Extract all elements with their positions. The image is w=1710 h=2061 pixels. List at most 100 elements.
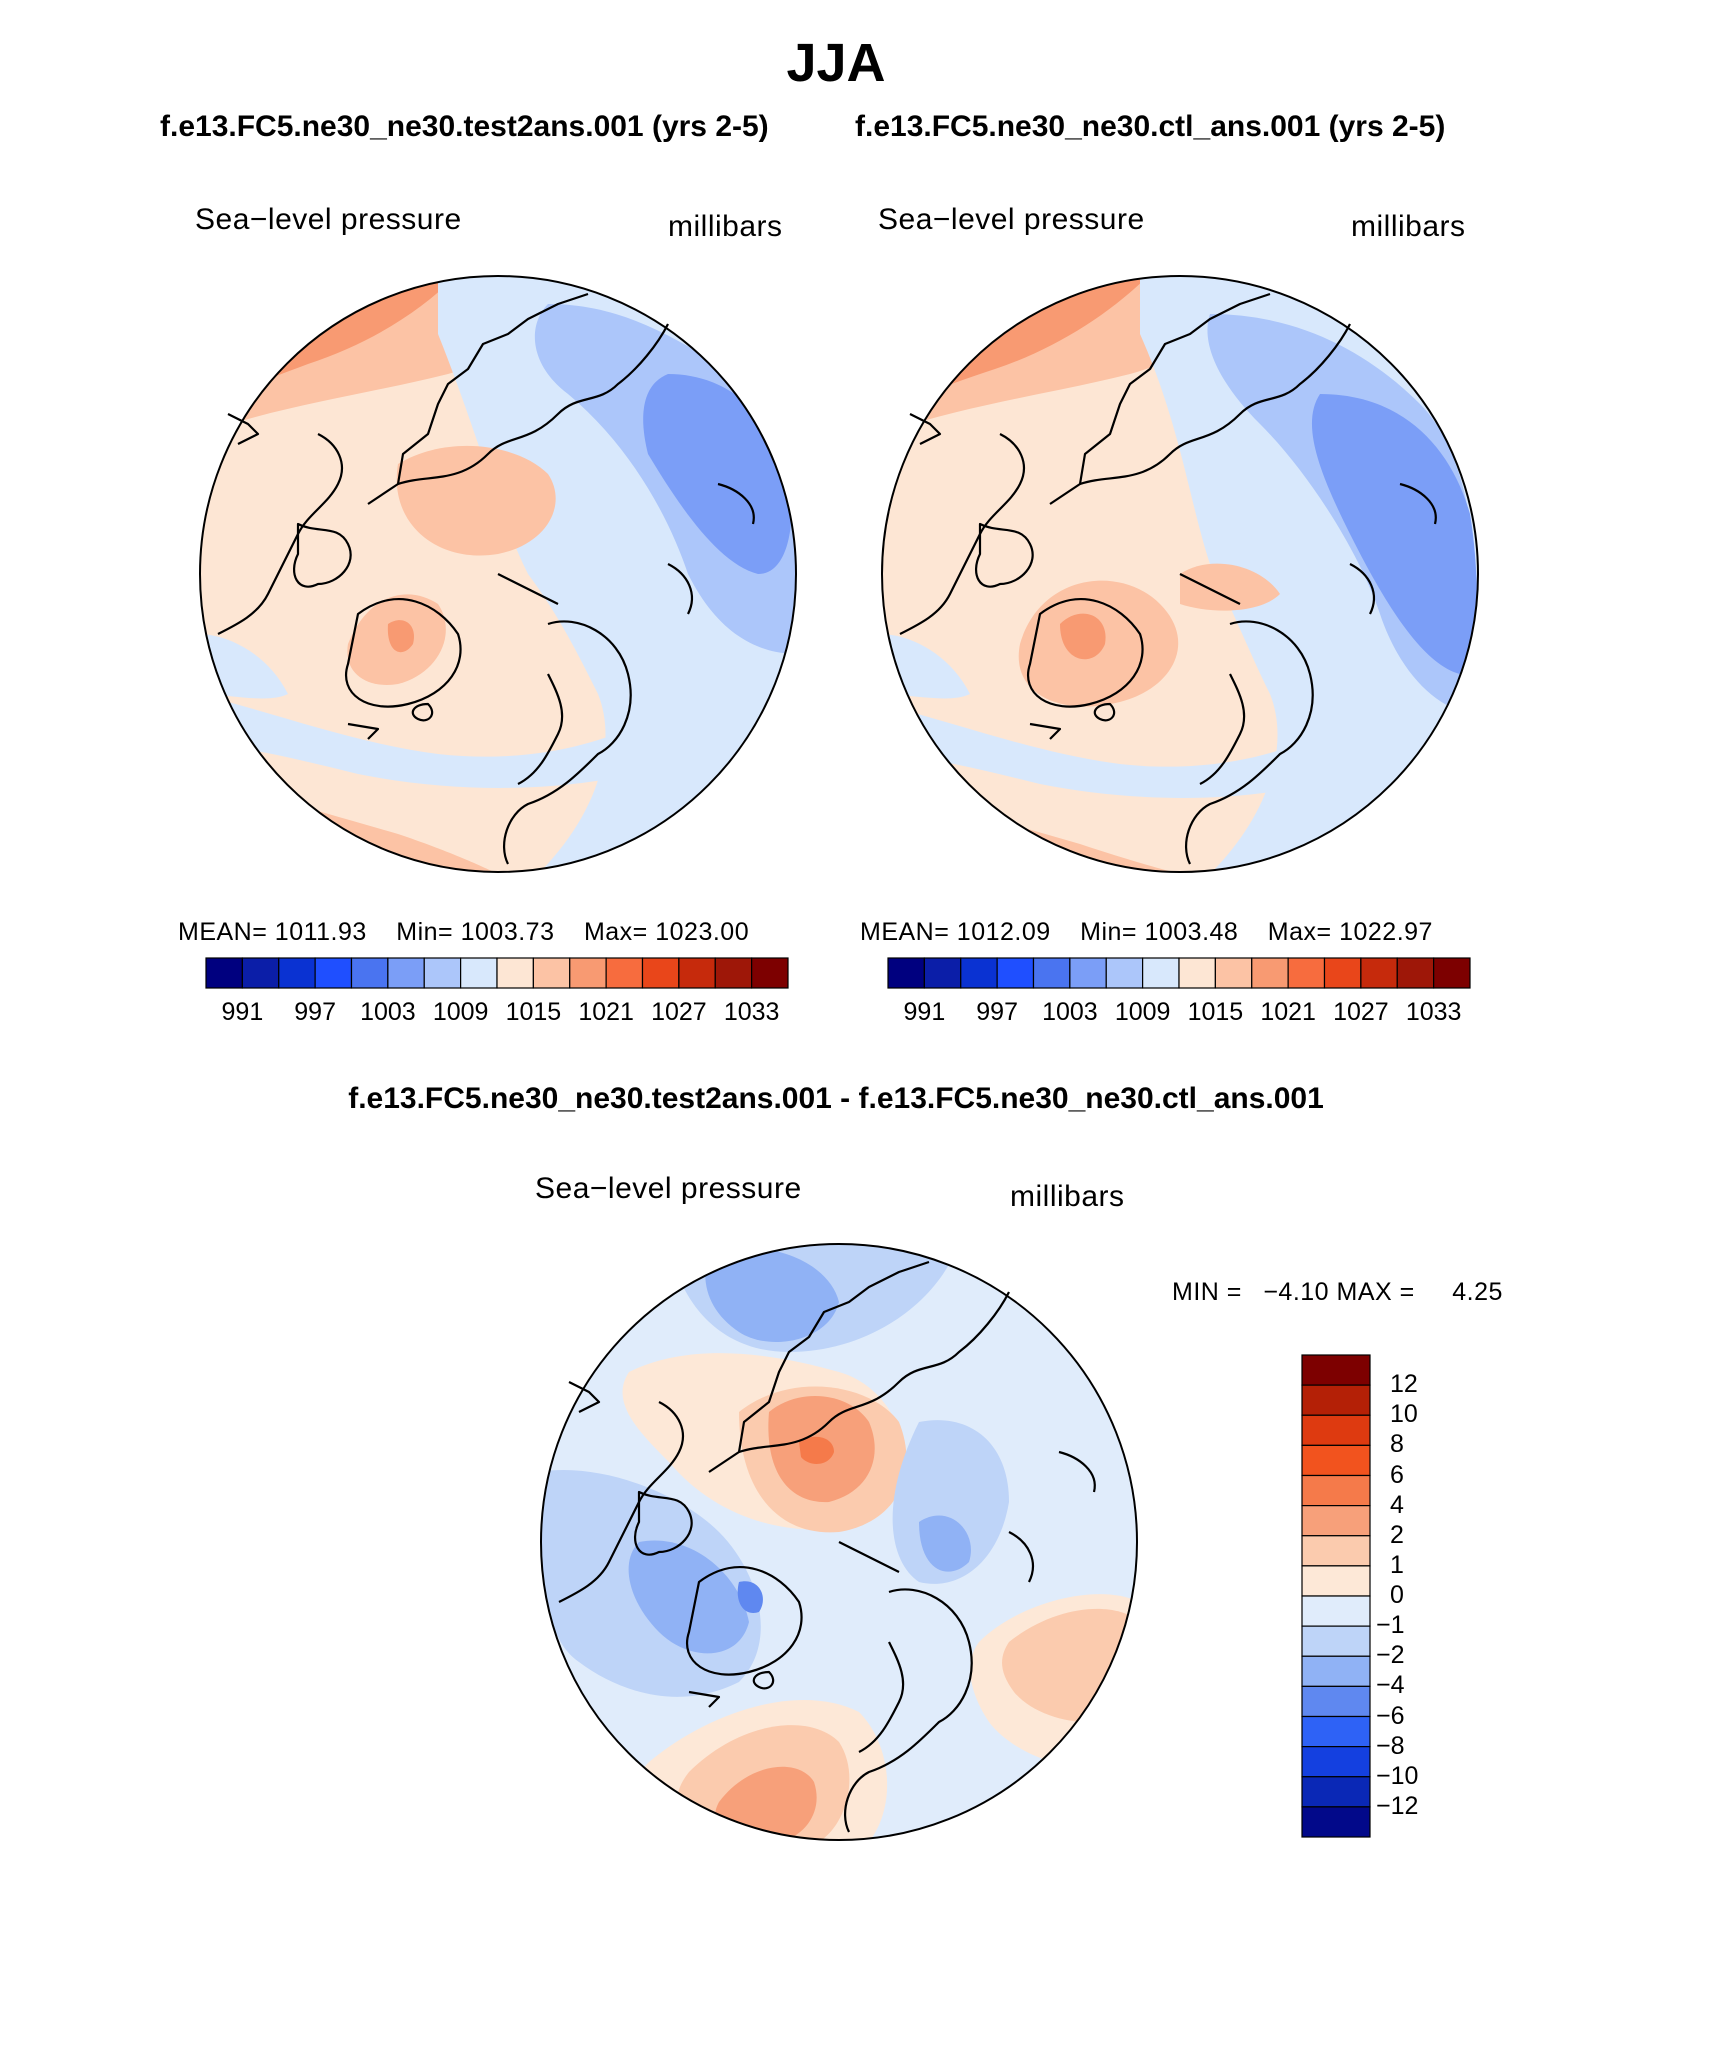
- panel2-colorbar-swatch: [1323, 957, 1362, 989]
- diff-colorbar-swatch: [1301, 1715, 1371, 1748]
- panel2-colorbar-swatch: [1360, 957, 1398, 989]
- diff-colorbar-swatch: [1301, 1595, 1371, 1627]
- panel2-max-label: Max=: [1267, 918, 1332, 946]
- panel2-colorbar-tick-label: 1003: [1042, 998, 1098, 1026]
- panel1-mean-label: MEAN=: [178, 918, 268, 946]
- panel1-colorbar-swatch: [387, 957, 425, 989]
- panel2-variable-label: Sea−level pressure: [878, 203, 1145, 236]
- panel1-header: f.e13.FC5.ne30_ne30.test2ans.001 (yrs 2-…: [160, 110, 769, 143]
- diff-colorbar-tick-label: 0: [1390, 1581, 1404, 1609]
- diff-colorbar-tick-label: 4: [1390, 1490, 1404, 1519]
- panel2-colorbar-tick-label: 1027: [1333, 998, 1389, 1026]
- diff-colorbar-swatch: [1301, 1414, 1371, 1446]
- diff-colorbar-tick-label: 2: [1390, 1520, 1404, 1549]
- panel2-min-value: 1003.48: [1144, 918, 1239, 946]
- panel1-colorbar-tick-label: 997: [294, 998, 336, 1026]
- diff-colorbar-tick-label: 8: [1390, 1430, 1404, 1459]
- contour-high-atlantic-core: [200, 834, 368, 872]
- panel1-mean-value: 1011.93: [274, 918, 367, 946]
- panel2-colorbar-swatch: [1142, 957, 1180, 989]
- diff-colorbar-tick-label: 1: [1390, 1550, 1404, 1579]
- diff-colorbar-swatch: [1301, 1746, 1371, 1778]
- panel2-mean-label: MEAN=: [860, 918, 950, 946]
- panel1-colorbar-swatch: [532, 957, 571, 989]
- diff-colorbar: [1301, 1354, 1371, 1838]
- panel1-colorbar-swatch: [241, 957, 280, 989]
- panel1-colorbar-labels: 991 997 1003 1009 1015 1021 1027 1033: [206, 998, 788, 1028]
- panel2-colorbar-swatch: [923, 957, 962, 989]
- panel1-colorbar-swatch: [678, 957, 716, 989]
- diff-colorbar-swatch: [1301, 1474, 1371, 1507]
- panel2-colorbar-swatch: [996, 957, 1035, 989]
- panel1-colorbar-tick-label: 991: [221, 998, 264, 1026]
- diff-colorbar-tick-label: −12: [1376, 1791, 1419, 1820]
- diff-colorbar-tick-label: −4: [1376, 1671, 1405, 1700]
- diff-colorbar-swatch: [1301, 1655, 1371, 1687]
- diff-variable-label: Sea−level pressure: [535, 1172, 802, 1205]
- panel2-colorbar-swatch: [1396, 957, 1435, 989]
- panel1-min-value: 1003.73: [460, 918, 555, 946]
- panel1-colorbar-tick-label: 1027: [651, 998, 707, 1026]
- panel2-colorbar-swatch: [1032, 957, 1071, 989]
- contour-low-atlantic: [200, 694, 672, 788]
- diff-colorbar-swatch: [1301, 1806, 1371, 1838]
- panel2-colorbar-swatch: [887, 957, 925, 989]
- panel2-colorbar-tick-label: 1021: [1260, 998, 1316, 1026]
- diff-colorbar-swatch: [1301, 1565, 1371, 1597]
- diff-min-label: MIN =: [1172, 1278, 1242, 1306]
- diff-colorbar-swatch: [1301, 1444, 1371, 1477]
- panel1-colorbar-swatch: [350, 957, 389, 989]
- panel2-colorbar-swatch: [1251, 957, 1289, 989]
- diff-colorbar-swatch: [1301, 1776, 1371, 1808]
- panel2-polar-map: [881, 275, 1479, 873]
- diff-colorbar-tick-label: −1: [1376, 1611, 1405, 1640]
- diff-min-value: −4.10: [1263, 1278, 1330, 1306]
- panel1-colorbar-swatch: [641, 957, 680, 989]
- diff-colorbar-swatch: [1301, 1685, 1371, 1718]
- panel1-colorbar: [205, 957, 789, 989]
- diff-colorbar-tick-label: 12: [1390, 1370, 1418, 1399]
- contour-high-arctic: [396, 445, 556, 556]
- panel1-units-label: millibars: [668, 210, 783, 243]
- panel2-min-label: Min=: [1080, 918, 1138, 946]
- panel2-colorbar-swatch: [1287, 957, 1326, 989]
- panel1-polar-map: [199, 275, 797, 873]
- panel2-units-label: millibars: [1351, 210, 1466, 243]
- diff-colorbar-swatch: [1301, 1625, 1371, 1657]
- panel1-colorbar-tick-label: 1003: [360, 998, 416, 1026]
- panel2-header: f.e13.FC5.ne30_ne30.ctl_ans.001 (yrs 2-5…: [855, 110, 1446, 143]
- diff-colorbar-tick-label: −8: [1376, 1731, 1405, 1760]
- panel2-colorbar-swatch: [960, 957, 998, 989]
- panel1-colorbar-swatch: [423, 957, 462, 989]
- panel1-colorbar-swatch: [314, 957, 353, 989]
- panel2-colorbar-swatch: [1214, 957, 1253, 989]
- panel2-colorbar-tick-label: 991: [903, 998, 946, 1026]
- panel1-colorbar-swatch: [205, 957, 243, 989]
- panel2-colorbar-tick-label: 1009: [1114, 998, 1171, 1026]
- figure-title: JJA: [786, 33, 886, 93]
- diff-units-label: millibars: [1010, 1180, 1125, 1213]
- panel2-mean-value: 1012.09: [956, 918, 1051, 946]
- panel2-max-value: 1022.97: [1339, 918, 1433, 946]
- panel2-colorbar-swatch: [1105, 957, 1144, 989]
- panel1-colorbar-swatch: [460, 957, 498, 989]
- panel2-colorbar-swatch: [1178, 957, 1216, 989]
- diff-colorbar-swatch: [1301, 1354, 1371, 1386]
- panel2-colorbar-tick-label: 1015: [1187, 998, 1244, 1026]
- diff-colorbar-swatch: [1301, 1505, 1371, 1537]
- diff-colorbar-tick-label: 6: [1390, 1460, 1404, 1489]
- panel2-colorbar-swatch: [1433, 957, 1471, 989]
- panel1-colorbar-swatch: [714, 957, 753, 989]
- panel1-colorbar-swatch: [605, 957, 644, 989]
- panel1-colorbar-swatch: [278, 957, 316, 989]
- diff-colorbar-swatch: [1301, 1535, 1371, 1567]
- diff-title: f.e13.FC5.ne30_ne30.test2ans.001 - f.e13…: [348, 1082, 1324, 1115]
- diff-colorbar-tick-label: −10: [1376, 1761, 1419, 1790]
- panel1-variable-label: Sea−level pressure: [195, 203, 462, 236]
- panel2-colorbar-labels: 991 997 1003 1009 1015 1021 1027 1033: [888, 998, 1470, 1028]
- panel2-colorbar-swatch: [1069, 957, 1107, 989]
- panel1-colorbar-tick-label: 1033: [723, 998, 780, 1026]
- panel1-max-label: Max=: [583, 918, 648, 946]
- diff-colorbar-swatch: [1301, 1384, 1371, 1416]
- panel2-colorbar-tick-label: 997: [976, 998, 1018, 1026]
